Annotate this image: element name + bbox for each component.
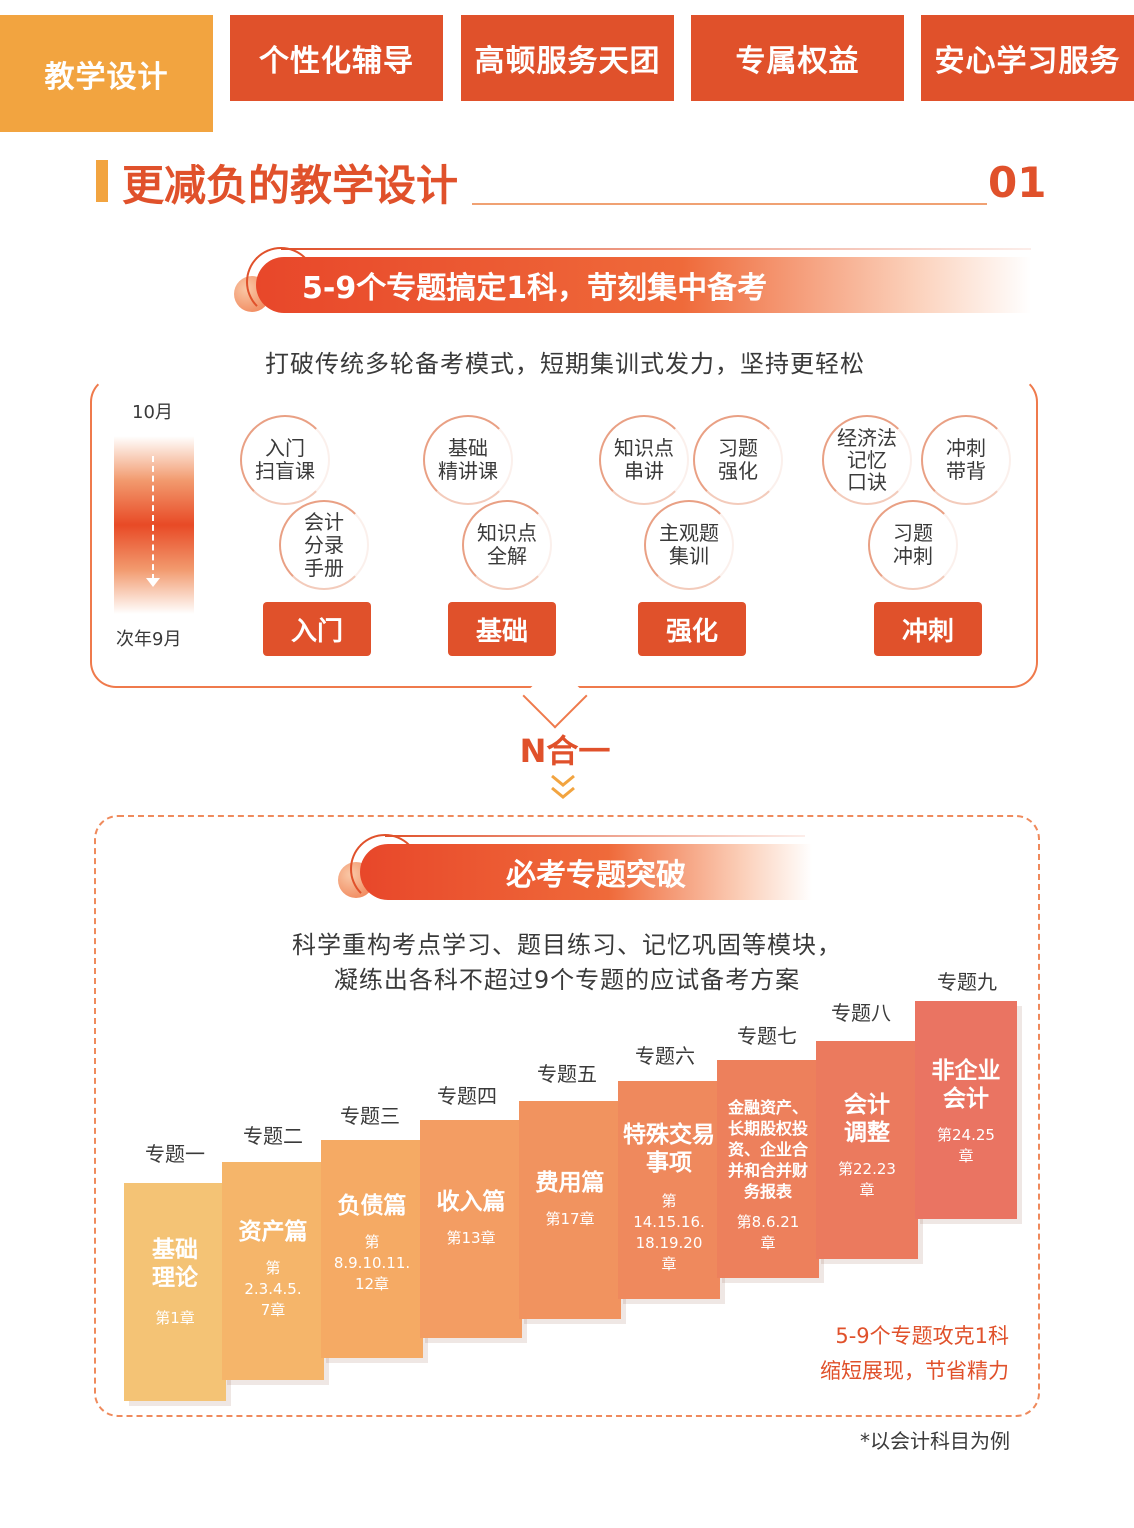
timeline-bar	[114, 436, 194, 614]
stage-button-intro[interactable]: 入门	[263, 602, 371, 656]
topic-name: 特殊交易 事项	[623, 1122, 715, 1176]
course-bubble: 知识点 全解	[462, 500, 552, 590]
topic-label: 专题九	[937, 970, 997, 994]
banner-title: 5-9个专题搞定1科，苛刻集中备考	[302, 271, 768, 306]
timeline-end: 次年9月	[116, 629, 182, 650]
banner-topline	[385, 835, 805, 837]
tab-exclusive-benefits[interactable]: 专属权益	[691, 15, 904, 101]
section-underline	[472, 203, 987, 205]
topic-label: 专题五	[537, 1062, 597, 1086]
timeline-start: 10月	[132, 402, 173, 423]
topics-panel	[94, 815, 1040, 1417]
topic-label: 专题七	[737, 1024, 797, 1048]
tab-personalized-tutoring[interactable]: 个性化辅导	[230, 15, 443, 101]
topics-subtitle: 科学重构考点学习、题目练习、记忆巩固等模块， 凝练出各科不超过9个专题的应试备考…	[200, 928, 934, 998]
topic-step: 会计 调整 第22.23 章	[816, 1041, 918, 1259]
stage-button-basic[interactable]: 基础	[448, 602, 556, 656]
course-bubble: 基础 精讲课	[423, 415, 513, 505]
course-bubble: 冲刺 带背	[921, 415, 1011, 505]
topics-subtitle-line2: 凝练出各科不超过9个专题的应试备考方案	[333, 966, 801, 994]
chevron-down-icon	[551, 786, 575, 799]
topic-step: 基础 理论 第1章	[124, 1183, 226, 1401]
course-bubble: 习题 冲刺	[868, 500, 958, 590]
callout-line1: 5-9个专题攻克1科	[835, 1324, 1009, 1348]
topic-step: 负债篇 第 8.9.10.11. 12章	[321, 1140, 423, 1358]
banner-topline	[281, 248, 1031, 250]
topic-label: 专题八	[831, 1001, 891, 1025]
callout-line2: 缩短展现，节省精力	[820, 1359, 1009, 1383]
tab-service-team[interactable]: 高顿服务天团	[461, 15, 674, 101]
course-bubble: 主观题 集训	[644, 500, 734, 590]
topic-label: 专题一	[145, 1142, 205, 1166]
banner-subtitle: 打破传统多轮备考模式，短期集训式发力，坚持更轻松	[265, 350, 865, 378]
topics-subtitle-line1: 科学重构考点学习、题目练习、记忆巩固等模块，	[292, 931, 842, 959]
section-accent-bar	[96, 160, 108, 202]
section-title: 更减负的教学设计	[122, 161, 459, 210]
topic-name: 负债篇	[337, 1193, 407, 1219]
topic-label: 专题四	[437, 1084, 497, 1108]
topic-chapters: 第22.23 章	[838, 1160, 896, 1199]
merge-label: N合一	[519, 732, 611, 770]
topic-chapters: 第1章	[155, 1309, 195, 1327]
banner-title: 必考专题突破	[506, 858, 686, 893]
course-bubble: 经济法 记忆 口诀	[822, 415, 912, 505]
topic-chapters: 第17章	[545, 1210, 595, 1228]
course-bubble: 入门 扫盲课	[240, 415, 330, 505]
topic-step: 费用篇 第17章	[519, 1101, 621, 1319]
topic-label: 专题六	[635, 1044, 695, 1068]
topic-name: 收入篇	[436, 1189, 506, 1215]
timeline-arrow	[152, 456, 154, 580]
topic-chapters: 第 2.3.4.5. 7章	[244, 1259, 302, 1319]
topic-step: 收入篇 第13章	[420, 1120, 522, 1338]
banner-focused-prep: 5-9个专题搞定1科，苛刻集中备考	[246, 247, 1031, 317]
topic-name: 金融资产、 长期股权投 资、企业合 并和合并财 务报表	[727, 1098, 808, 1201]
topic-step: 资产篇 第 2.3.4.5. 7章	[222, 1162, 324, 1380]
topic-step: 特殊交易 事项 第 14.15.16. 18.19.20 章	[618, 1081, 720, 1299]
topic-chapters: 第 14.15.16. 18.19.20 章	[633, 1192, 705, 1273]
stage-button-sprint[interactable]: 冲刺	[874, 602, 982, 656]
topic-name: 非企业 会计	[931, 1058, 1001, 1112]
topic-name: 会计 调整	[844, 1092, 890, 1146]
topic-step: 非企业 会计 第24.25 章	[915, 1001, 1017, 1219]
banner-key-topics: 必考专题突破	[350, 834, 812, 904]
tab-learning-service[interactable]: 安心学习服务	[921, 15, 1134, 101]
course-bubble: 会计 分录 手册	[279, 500, 369, 590]
footnote: *以会计科目为例	[860, 1429, 1010, 1453]
stage-button-strengthen[interactable]: 强化	[638, 602, 746, 656]
topic-name: 资产篇	[238, 1219, 308, 1245]
topic-chapters: 第24.25 章	[937, 1126, 995, 1165]
tab-teaching-design[interactable]: 教学设计	[0, 15, 213, 132]
topic-chapters: 第13章	[446, 1229, 496, 1247]
course-bubble: 习题 强化	[693, 415, 783, 505]
topic-chapters: 第8.6.21 章	[736, 1213, 800, 1252]
topic-name: 费用篇	[535, 1170, 605, 1196]
topic-label: 专题二	[243, 1124, 303, 1148]
topic-label: 专题三	[340, 1104, 400, 1128]
topic-name: 基础 理论	[152, 1237, 198, 1291]
chevron-down-icon	[551, 774, 575, 787]
topic-step: 金融资产、 长期股权投 资、企业合 并和合并财 务报表 第8.6.21 章	[717, 1060, 819, 1278]
arrow-down-icon	[146, 578, 160, 587]
course-bubble: 知识点 串讲	[599, 415, 689, 505]
section-number: 01	[988, 158, 1047, 207]
banner-arc	[350, 834, 420, 904]
topic-chapters: 第 8.9.10.11. 12章	[333, 1233, 411, 1293]
